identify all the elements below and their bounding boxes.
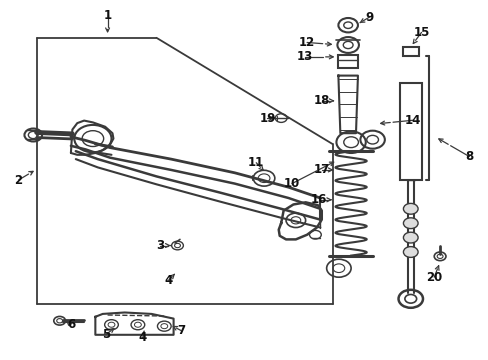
Bar bbox=[402, 47, 418, 56]
Text: 11: 11 bbox=[247, 156, 264, 169]
Circle shape bbox=[403, 247, 417, 257]
Circle shape bbox=[403, 232, 417, 243]
Text: 4: 4 bbox=[164, 274, 172, 287]
Text: 3: 3 bbox=[156, 239, 164, 252]
Text: 7: 7 bbox=[177, 324, 184, 337]
Text: 10: 10 bbox=[283, 177, 300, 190]
Text: 14: 14 bbox=[404, 114, 421, 127]
Text: 2: 2 bbox=[15, 174, 22, 186]
Bar bbox=[338, 55, 357, 68]
Text: 8: 8 bbox=[465, 150, 472, 163]
Text: 17: 17 bbox=[313, 163, 329, 176]
Text: 16: 16 bbox=[310, 193, 326, 206]
Text: 5: 5 bbox=[102, 328, 110, 341]
Text: 20: 20 bbox=[425, 271, 442, 284]
Text: 18: 18 bbox=[313, 94, 329, 107]
Text: 19: 19 bbox=[259, 112, 275, 125]
Text: 15: 15 bbox=[412, 26, 429, 39]
Text: 6: 6 bbox=[67, 318, 75, 331]
Text: 9: 9 bbox=[365, 11, 372, 24]
Bar bbox=[399, 83, 421, 180]
Text: 4: 4 bbox=[139, 331, 146, 344]
Circle shape bbox=[403, 203, 417, 214]
Text: 12: 12 bbox=[298, 36, 315, 49]
Circle shape bbox=[403, 218, 417, 229]
Text: 13: 13 bbox=[296, 50, 313, 63]
Text: 1: 1 bbox=[103, 9, 111, 22]
